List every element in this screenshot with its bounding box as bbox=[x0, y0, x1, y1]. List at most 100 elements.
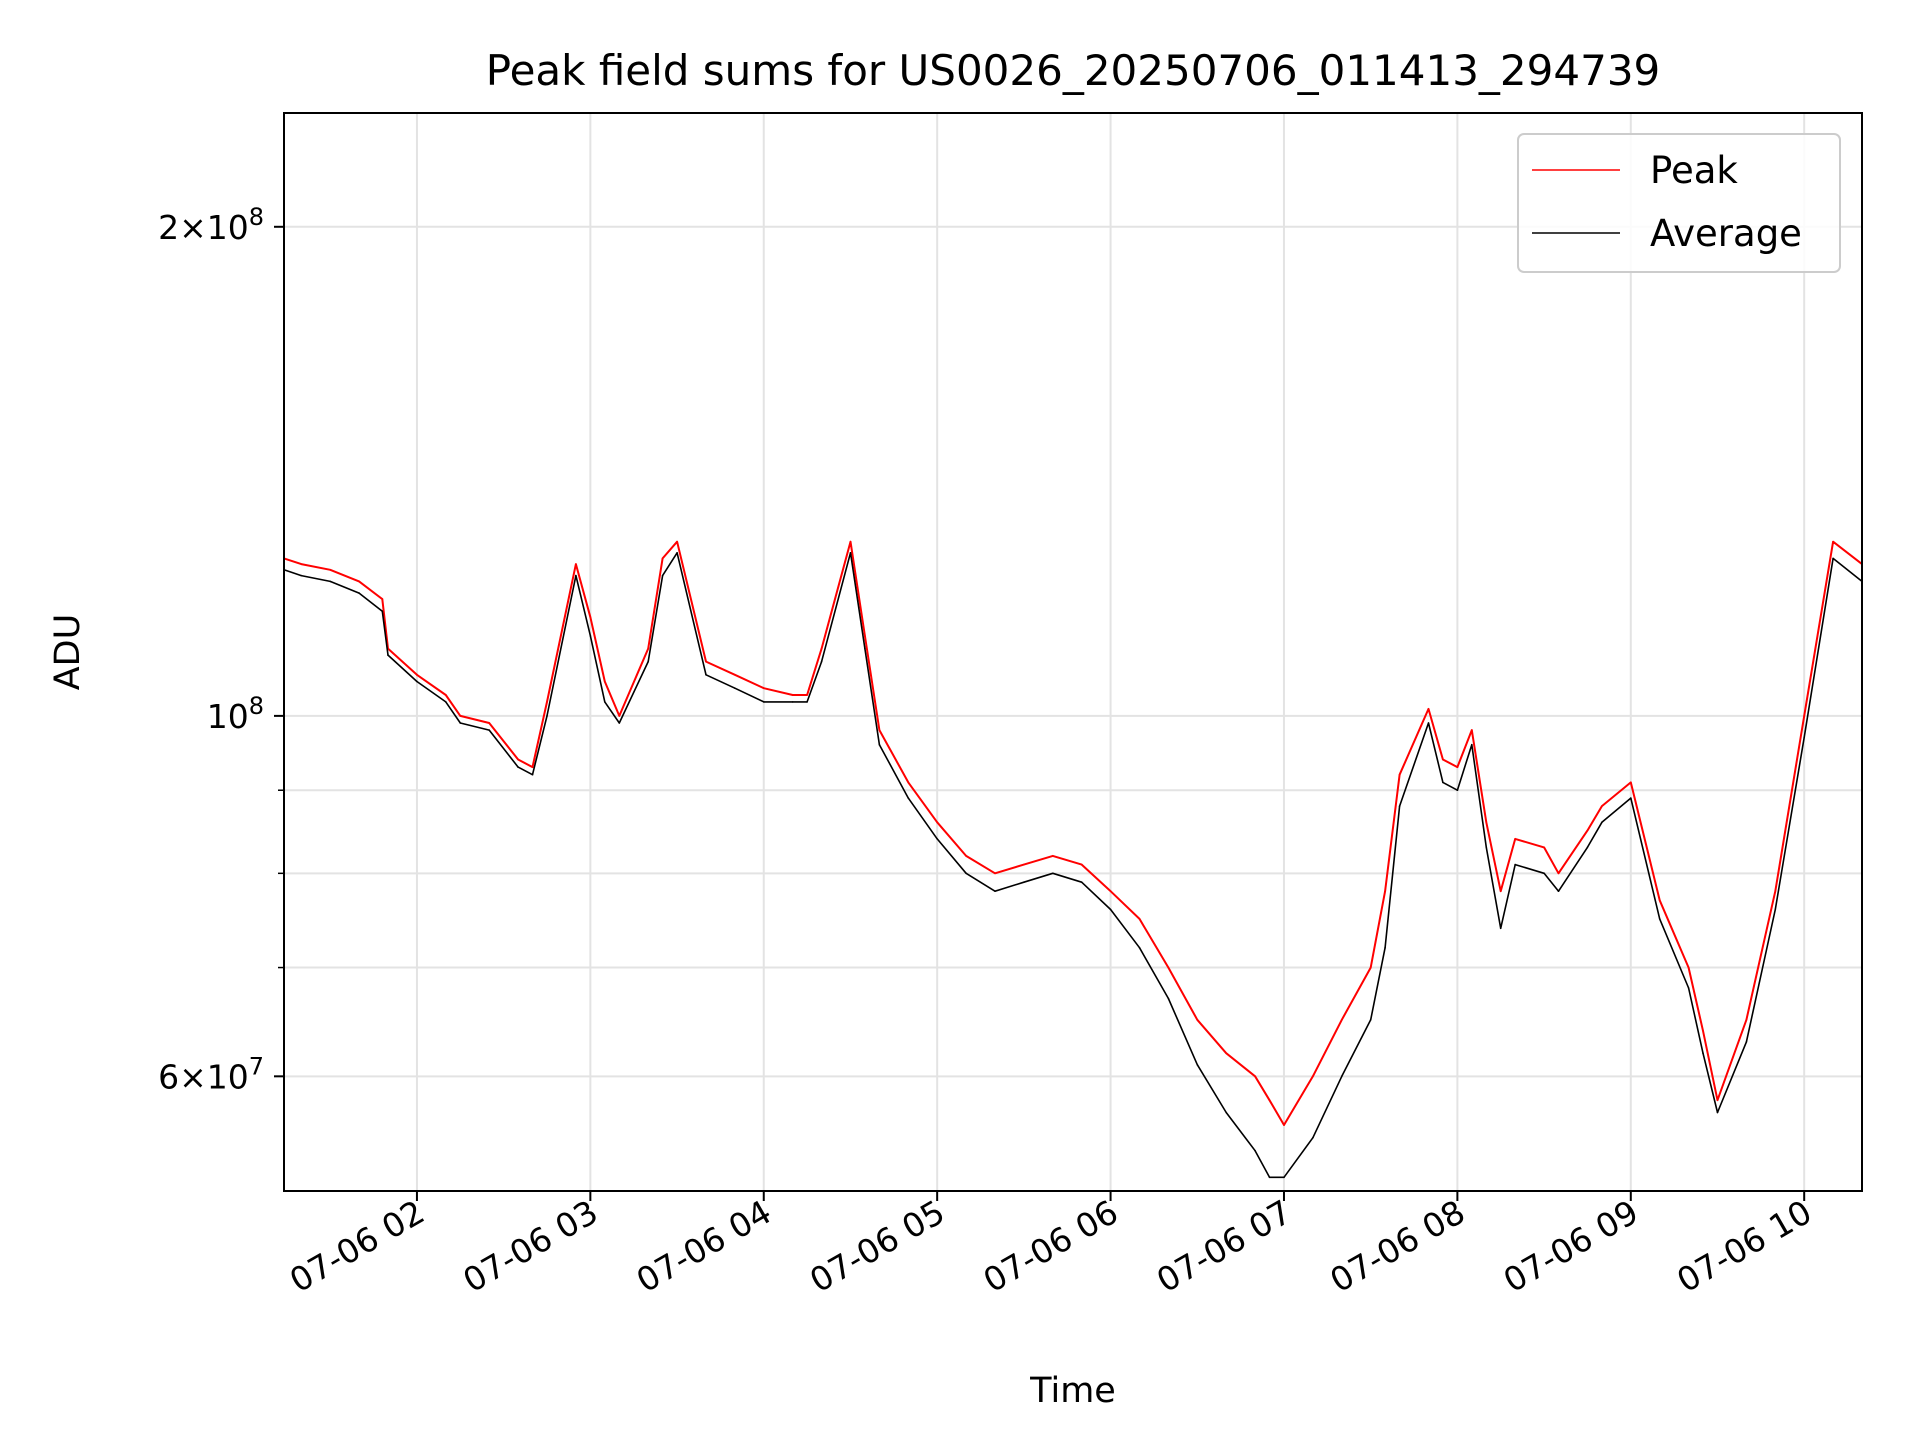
data-point-average bbox=[791, 701, 794, 703]
data-point-average bbox=[1196, 1063, 1199, 1066]
data-point-peak bbox=[994, 872, 996, 875]
data-point-average bbox=[1745, 1041, 1748, 1043]
data-point-average bbox=[1702, 1052, 1704, 1054]
data-point-average bbox=[1254, 1149, 1256, 1152]
series-line-average bbox=[283, 551, 1863, 1179]
y-tick-mantissa: 6 bbox=[158, 1057, 179, 1096]
data-point-average bbox=[358, 592, 360, 594]
data-point-average bbox=[1052, 872, 1054, 875]
data-point-average bbox=[676, 552, 678, 554]
data-point-average bbox=[647, 660, 649, 663]
data-point-peak bbox=[546, 701, 548, 703]
data-point-average bbox=[1499, 927, 1502, 930]
data-point-peak bbox=[329, 569, 332, 571]
data-point-average bbox=[300, 574, 303, 577]
series-line-peak bbox=[283, 540, 1863, 1126]
data-point-peak bbox=[1471, 729, 1473, 731]
data-point-average bbox=[1384, 946, 1386, 949]
data-point-peak bbox=[1745, 1019, 1748, 1021]
legend-peak-label: Peak bbox=[1650, 149, 1738, 192]
data-point-peak bbox=[705, 660, 707, 663]
data-point-average bbox=[1442, 781, 1444, 784]
data-point-peak bbox=[806, 694, 808, 696]
data-point-average bbox=[1167, 997, 1170, 1000]
data-point-peak bbox=[1369, 966, 1372, 969]
data-point-peak bbox=[1601, 805, 1603, 807]
data-point-average bbox=[1485, 846, 1488, 849]
data-point-peak bbox=[1803, 715, 1805, 717]
data-point-peak bbox=[1499, 890, 1502, 892]
data-point-average bbox=[1471, 743, 1473, 746]
legend-average-label: Average bbox=[1650, 212, 1802, 255]
data-point-average bbox=[488, 729, 491, 731]
data-point-peak bbox=[1557, 872, 1560, 875]
chart-title: Peak field sums for US0026_20250706_0114… bbox=[486, 46, 1661, 95]
data-point-average bbox=[531, 773, 534, 776]
y-tick-exponent: 8 bbox=[249, 692, 264, 720]
data-point-average bbox=[849, 552, 852, 554]
data-point-average bbox=[445, 701, 447, 703]
data-point-peak bbox=[1716, 1099, 1719, 1101]
legend: Peak Average bbox=[1517, 133, 1841, 273]
data-point-average bbox=[1543, 872, 1545, 875]
data-point-peak bbox=[1687, 966, 1690, 969]
data-point-average bbox=[1774, 908, 1777, 911]
data-point-peak bbox=[1052, 855, 1054, 857]
data-point-peak bbox=[647, 647, 649, 650]
data-point-peak bbox=[676, 540, 678, 543]
data-point-peak bbox=[965, 855, 967, 857]
data-point-average bbox=[1427, 722, 1430, 724]
data-point-peak bbox=[1630, 781, 1632, 784]
data-point-peak bbox=[416, 674, 418, 676]
data-point-average bbox=[1225, 1111, 1227, 1114]
data-point-average bbox=[965, 872, 967, 875]
data-point-average bbox=[589, 635, 592, 637]
data-point-average bbox=[1557, 890, 1560, 892]
data-point-peak bbox=[1702, 1030, 1704, 1032]
data-point-average bbox=[1658, 918, 1661, 920]
data-point-peak bbox=[1225, 1052, 1227, 1054]
data-point-average bbox=[806, 701, 808, 703]
data-point-peak bbox=[1312, 1075, 1314, 1078]
data-point-peak bbox=[1254, 1075, 1256, 1078]
data-point-average bbox=[416, 680, 418, 683]
y-tick-label: 2×108 bbox=[158, 203, 264, 247]
data-point-peak bbox=[763, 687, 765, 689]
data-point-peak bbox=[358, 580, 360, 583]
data-point-peak bbox=[1832, 540, 1834, 543]
data-point-peak bbox=[1774, 890, 1777, 892]
y-tick-label: 6×107 bbox=[158, 1052, 264, 1096]
data-point-peak bbox=[1456, 766, 1459, 768]
data-point-peak bbox=[445, 694, 447, 696]
data-point-average bbox=[1080, 881, 1083, 883]
data-point-average bbox=[459, 722, 462, 724]
data-point-peak bbox=[734, 674, 736, 676]
data-point-average bbox=[1109, 908, 1112, 911]
data-point-average bbox=[734, 687, 736, 689]
data-point-average bbox=[907, 797, 910, 799]
data-point-average bbox=[1716, 1111, 1719, 1114]
data-point-peak bbox=[791, 694, 794, 696]
data-point-peak bbox=[1167, 966, 1170, 969]
data-point-average bbox=[1369, 1019, 1372, 1021]
data-point-peak bbox=[1384, 890, 1386, 892]
data-point-peak bbox=[381, 598, 384, 600]
data-point-peak bbox=[878, 729, 881, 731]
data-point-peak bbox=[1138, 918, 1141, 920]
plot-frame bbox=[283, 112, 1863, 1192]
y-tick-mantissa: 2 bbox=[158, 208, 179, 247]
data-point-peak bbox=[907, 781, 910, 784]
data-point-average bbox=[575, 574, 577, 577]
data-point-peak bbox=[1283, 1124, 1285, 1126]
data-point-peak bbox=[1023, 863, 1025, 866]
y-tick-exponent: 7 bbox=[249, 1052, 264, 1080]
y-tick-exponent: 8 bbox=[249, 203, 264, 231]
data-point-peak bbox=[864, 635, 866, 637]
data-point-average bbox=[994, 890, 996, 892]
data-point-average bbox=[878, 743, 881, 746]
data-point-average bbox=[387, 654, 389, 656]
y-tick-label: 108 bbox=[207, 692, 264, 736]
data-point-average bbox=[936, 838, 938, 840]
data-point-average bbox=[329, 580, 332, 583]
